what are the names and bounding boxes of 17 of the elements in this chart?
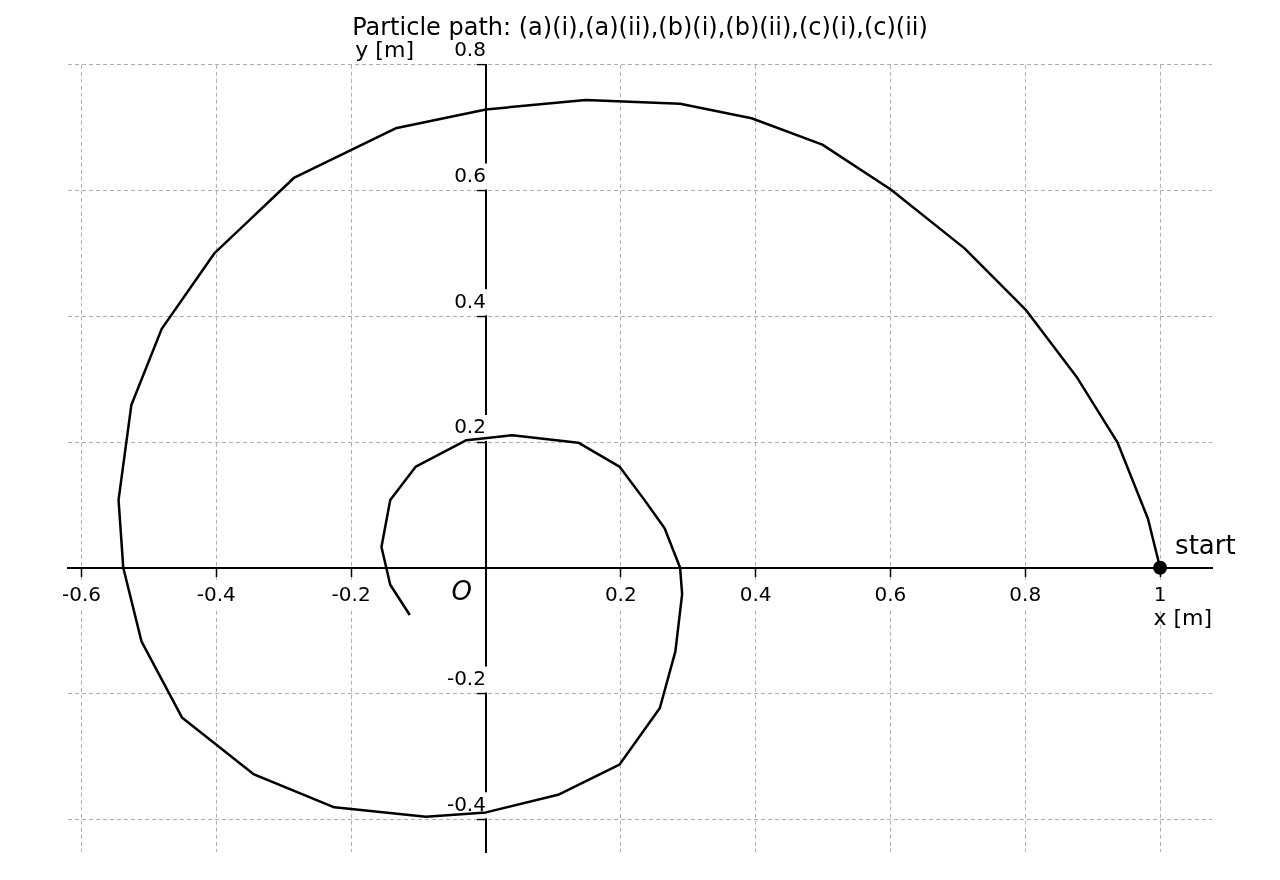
x-tick-label: 0.6 <box>874 582 907 607</box>
x-axis-title: x [m] <box>1153 604 1212 630</box>
y-tick-label: 0.2 <box>454 414 486 439</box>
y-tick-label: -0.2 <box>446 665 486 690</box>
y-tick-label: -0.4 <box>446 791 486 816</box>
x-tick-label: 0.4 <box>739 582 772 607</box>
annotation: O <box>451 575 472 606</box>
x-tick-label: -0.2 <box>331 582 371 607</box>
x-tick-label: 1 <box>1153 582 1167 607</box>
annotation: start <box>1175 529 1236 560</box>
x-tick-label: -0.6 <box>61 582 101 607</box>
x-tick-label: -0.4 <box>196 582 236 607</box>
y-tick-label: 0.8 <box>454 37 486 61</box>
y-tick-label: 0.6 <box>454 162 486 187</box>
y-tick-label: 0.4 <box>454 288 486 313</box>
x-tick-label: 0.8 <box>1009 582 1042 607</box>
x-tick-label: 0.2 <box>604 582 637 607</box>
